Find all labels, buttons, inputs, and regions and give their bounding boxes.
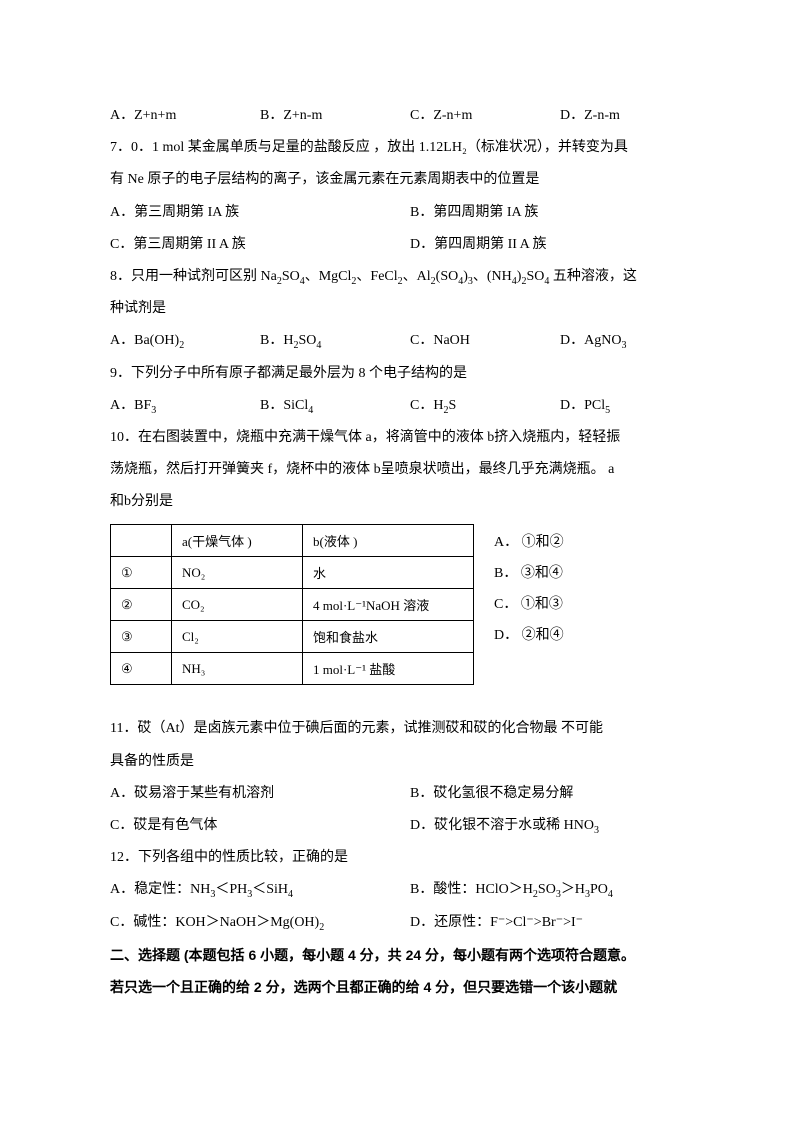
q11-opt-d: D．砹化银不溶于水或稀 HNO3 bbox=[410, 810, 710, 842]
table-row: ③ Cl₂ 饱和食盐水 bbox=[111, 621, 474, 653]
q6-opt-b: B．Z+n-m bbox=[260, 100, 410, 132]
q11-opt-a: A．砹易溶于某些有机溶剂 bbox=[110, 778, 410, 810]
r4-b: 1 mol·L⁻¹ 盐酸 bbox=[303, 653, 474, 685]
q8-s1e: 、(NH bbox=[473, 269, 512, 284]
section2-line1: 二、选择题 (本题包括 6 小题，每小题 4 分，共 24 分，每小题有两个选项… bbox=[110, 939, 710, 971]
q10-opt-c: C． ①和③ bbox=[494, 590, 564, 621]
q12-opt-b: B．酸性：HClO＞H2SO3＞H3PO4 bbox=[410, 874, 710, 906]
q6-opt-c: C．Z-n+m bbox=[410, 100, 560, 132]
th-b: b(液体 ) bbox=[303, 525, 474, 557]
q12-opt-c: C．碱性：KOH＞NaOH＞Mg(OH)2 bbox=[110, 907, 410, 939]
q10-opt-a: A． ①和② bbox=[494, 528, 564, 559]
q7-opt-c: C．第三周期第 II A 族 bbox=[110, 229, 410, 261]
q8-s1b: 、MgCl bbox=[305, 269, 352, 284]
q12-opt-a: A．稳定性：NH3＜PH3＜SiH4 bbox=[110, 874, 410, 906]
q8-opt-b: B．H2SO4 bbox=[260, 325, 410, 357]
th-a: a(干燥气体 ) bbox=[172, 525, 303, 557]
q9-opt-d: D．PCl5 bbox=[560, 390, 710, 422]
section2-line2: 若只选一个且正确的给 2 分，选两个且都正确的给 4 分，但只要选错一个该小题就 bbox=[110, 971, 710, 1003]
q8-s1f: 五种溶液，这 bbox=[549, 269, 637, 284]
r4-n: ④ bbox=[111, 653, 172, 685]
q8-s1d: 、Al bbox=[403, 269, 431, 284]
q8-s1c: 、FeCl bbox=[356, 269, 397, 284]
q10-table: a(干燥气体 ) b(液体 ) ① NO₂ 水 ② CO₂ 4 mol·L⁻¹N… bbox=[110, 524, 474, 685]
table-row: a(干燥气体 ) b(液体 ) bbox=[111, 525, 474, 557]
q9-options: A．BF3 B．SiCl4 C．H2S D．PCl5 bbox=[110, 390, 710, 422]
q11-opt-b: B．砹化氢很不稳定易分解 bbox=[410, 778, 710, 810]
q10-stem-1: 10．在右图装置中，烧瓶中充满干燥气体 a，将滴管中的液体 b挤入烧瓶内，轻轻振 bbox=[110, 422, 710, 454]
q6-options: A．Z+n+m B．Z+n-m C．Z-n+m D．Z-n-m bbox=[110, 100, 710, 132]
q9-stem: 9．下列分子中所有原子都满足最外层为 8 个电子结构的是 bbox=[110, 358, 710, 390]
r3-n: ③ bbox=[111, 621, 172, 653]
r2-a: CO₂ bbox=[172, 589, 303, 621]
q8-opt-d: D．AgNO3 bbox=[560, 325, 710, 357]
q12-options-row2: C．碱性：KOH＞NaOH＞Mg(OH)2 D．还原性：F⁻>Cl⁻>Br⁻>I… bbox=[110, 907, 710, 939]
r2-b: 4 mol·L⁻¹NaOH 溶液 bbox=[303, 589, 474, 621]
q10-stem-3: 和b分别是 bbox=[110, 486, 710, 518]
q12-options-row1: A．稳定性：NH3＜PH3＜SiH4 B．酸性：HClO＞H2SO3＞H3PO4 bbox=[110, 874, 710, 906]
r3-a: Cl₂ bbox=[172, 621, 303, 653]
q11-options-row2: C．砹是有色气体 D．砹化银不溶于水或稀 HNO3 bbox=[110, 810, 710, 842]
q6-opt-d: D．Z-n-m bbox=[560, 100, 710, 132]
q10-opt-d: D． ②和④ bbox=[494, 621, 564, 652]
r2-n: ② bbox=[111, 589, 172, 621]
r4-a: NH₃ bbox=[172, 653, 303, 685]
q10-stem-2: 荡烧瓶，然后打开弹簧夹 f，烧杯中的液体 b呈喷泉状喷出，最终几乎充满烧瓶。 a bbox=[110, 454, 710, 486]
table-row: ② CO₂ 4 mol·L⁻¹NaOH 溶液 bbox=[111, 589, 474, 621]
q11-stem-2: 具备的性质是 bbox=[110, 746, 710, 778]
q8-opt-c: C．NaOH bbox=[410, 325, 560, 357]
q10-options: A． ①和② B． ③和④ C． ①和③ D． ②和④ bbox=[494, 518, 564, 651]
q6-opt-a: A．Z+n+m bbox=[110, 100, 260, 132]
q7-options-row1: A．第三周期第 IA 族 B．第四周期第 IA 族 bbox=[110, 197, 710, 229]
r3-b: 饱和食盐水 bbox=[303, 621, 474, 653]
q11-opt-c: C．砹是有色气体 bbox=[110, 810, 410, 842]
q7-opt-d: D．第四周期第 II A 族 bbox=[410, 229, 710, 261]
table-row: ④ NH₃ 1 mol·L⁻¹ 盐酸 bbox=[111, 653, 474, 685]
q12-opt-d: D．还原性：F⁻>Cl⁻>Br⁻>I⁻ bbox=[410, 907, 710, 939]
q10-table-wrap: a(干燥气体 ) b(液体 ) ① NO₂ 水 ② CO₂ 4 mol·L⁻¹N… bbox=[110, 518, 710, 691]
q8-options: A．Ba(OH)2 B．H2SO4 C．NaOH D．AgNO3 bbox=[110, 325, 710, 357]
exam-page: A．Z+n+m B．Z+n-m C．Z-n+m D．Z-n-m 7．0．1 mo… bbox=[0, 0, 800, 1043]
q11-options-row1: A．砹易溶于某些有机溶剂 B．砹化氢很不稳定易分解 bbox=[110, 778, 710, 810]
r1-a: NO₂ bbox=[172, 557, 303, 589]
r1-n: ① bbox=[111, 557, 172, 589]
q7-stem-1: 7．0．1 mol 某金属单质与足量的盐酸反应 ，放出 1.12LH₂（标准状况… bbox=[110, 132, 710, 164]
q7-opt-b: B．第四周期第 IA 族 bbox=[410, 197, 710, 229]
q12-stem: 12．下列各组中的性质比较，正确的是 bbox=[110, 842, 710, 874]
q9-opt-a: A．BF3 bbox=[110, 390, 260, 422]
q11-stem-1: 11．砹（At）是卤族元素中位于碘后面的元素，试推测砹和砹的化合物最 不可能 bbox=[110, 713, 710, 745]
q7-options-row2: C．第三周期第 II A 族 D．第四周期第 II A 族 bbox=[110, 229, 710, 261]
q9-opt-b: B．SiCl4 bbox=[260, 390, 410, 422]
table-row: ① NO₂ 水 bbox=[111, 557, 474, 589]
q7-stem-2: 有 Ne 原子的电子层结构的离子，该金属元素在元素周期表中的位置是 bbox=[110, 164, 710, 196]
q8-stem-2: 种试剂是 bbox=[110, 293, 710, 325]
q10-opt-b: B． ③和④ bbox=[494, 559, 564, 590]
q8-opt-a: A．Ba(OH)2 bbox=[110, 325, 260, 357]
r1-b: 水 bbox=[303, 557, 474, 589]
q7-opt-a: A．第三周期第 IA 族 bbox=[110, 197, 410, 229]
q8-stem-1: 8．只用一种试剂可区别 Na2SO4、MgCl2、FeCl2、Al2(SO4)3… bbox=[110, 261, 710, 293]
q8-s1a: 8．只用一种试剂可区别 Na bbox=[110, 269, 277, 284]
q9-opt-c: C．H2S bbox=[410, 390, 560, 422]
